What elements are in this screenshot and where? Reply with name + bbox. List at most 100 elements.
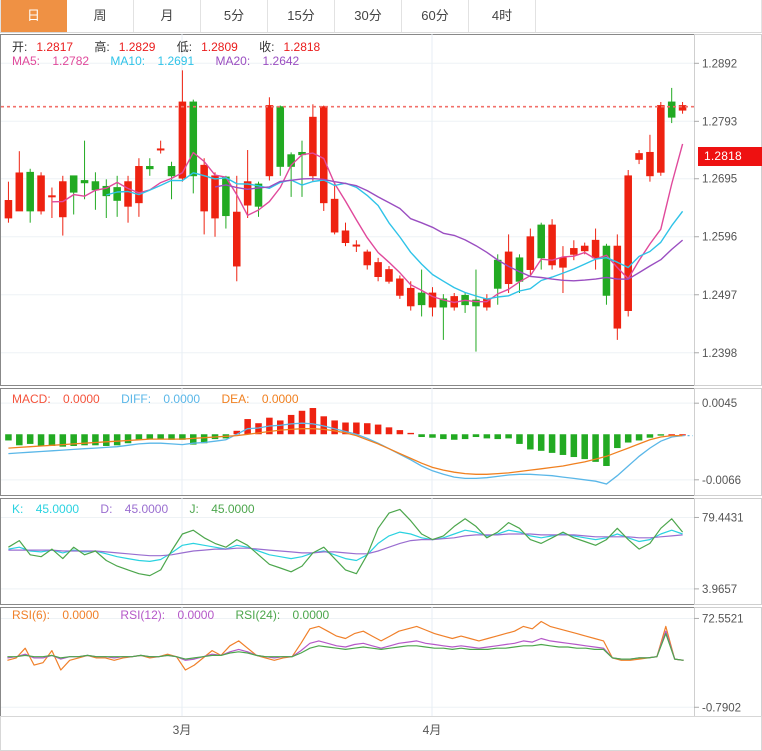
macd-histogram-bar [353,422,360,435]
candle-body [26,171,34,212]
candle-body [396,278,404,296]
price-axis-label: 1.2892 [702,58,737,70]
kdj-axis-label: 79.4431 [702,512,744,524]
candle-body [341,230,350,244]
macd-axis-label: -0.0066 [702,475,741,487]
price-axis-label: 1.2793 [702,116,737,128]
kdj-d-line [8,533,683,557]
macd-histogram-bar [298,410,306,435]
tab-60min[interactable]: 60分 [402,0,469,32]
candle-body [363,251,372,266]
macd-histogram-bar [157,434,164,440]
macd-histogram-bar [494,434,501,440]
candle-body [515,257,524,282]
candle-body [319,106,328,204]
tab-month[interactable]: 月 [134,0,201,32]
macd-histogram-bar [418,434,425,438]
chart-canvas[interactable]: 1.2892 1.2793 1.2695 1.2596 1.2497 1.2398 0.00… [0,33,762,751]
rsi-rsi6-line [7,620,684,671]
macd-histogram-bar [472,434,480,438]
macd-axis-label: 0.0045 [702,398,737,410]
chart-frame[interactable]: 1.2892 1.2793 1.2695 1.2596 1.2497 1.2398 0.00… [0,33,762,751]
candle-body [493,259,502,289]
last-price-tag: 1.2818 [698,147,762,166]
ma5-line [51,143,684,304]
tab-day[interactable]: 日 [0,0,67,32]
macd-histogram-bar [624,434,632,443]
macd-histogram-bar [26,434,34,444]
candle-body [624,175,632,311]
candle-body [265,105,274,177]
macd-histogram-bar [48,434,56,446]
candle-body [559,257,567,268]
candle-body [580,245,589,252]
macd-histogram-bar [113,434,121,446]
candle-body [309,116,317,177]
macd-histogram-bar [146,434,154,440]
tab-5min[interactable]: 5分 [201,0,268,32]
candle-body [591,239,600,259]
candle-body [667,101,676,118]
macd-histogram-bar [5,434,12,441]
candle-body [189,101,198,177]
macd-histogram-bar [537,434,545,451]
price-axis-label: 1.2497 [702,290,737,302]
kdj-axis-label: 3.9657 [702,584,737,596]
timeframe-tabbar: 日 周 月 5分 15分 30分 60分 4时 [0,0,762,33]
macd-histogram-bar [81,434,88,446]
kdj-panel-border [0,498,695,605]
macd-histogram-bar [277,420,284,435]
macd-histogram-bar [396,430,404,435]
price-axis-label: 1.2695 [702,174,737,186]
macd-histogram-bar [331,420,338,435]
candle-body [37,175,45,212]
tab-30min[interactable]: 30分 [335,0,402,32]
candle-body [167,166,176,177]
price-axis-label: 1.2398 [702,348,737,360]
macd-dea-line [8,428,683,475]
candle-body [352,244,361,247]
macd-histogram-bar [559,434,567,455]
macd-histogram-bar [646,434,654,438]
macd-histogram-bar [461,434,469,440]
candle-body [178,101,187,179]
candle-body [602,245,611,296]
macd-histogram-bar [429,434,436,438]
candle-body [330,198,339,233]
candle-body [4,200,13,219]
candle-body [406,287,415,307]
candle-body [222,176,230,217]
candle-body [646,151,654,177]
macd-histogram-bar [483,434,491,439]
candle-body [472,299,480,307]
macd-histogram-bar [603,434,610,467]
macd-histogram-bar [570,434,578,458]
xaxis-label: 3月 [173,723,192,737]
tab-4hour[interactable]: 4时 [469,0,536,32]
candle-body [385,269,393,282]
candle-body [537,224,545,259]
macd-histogram-bar [657,434,665,436]
kdj-axis-column [694,498,762,605]
macd-histogram-bar [124,434,132,444]
macd-histogram-bar [385,427,393,435]
candle-body [374,262,382,277]
tab-15min[interactable]: 15分 [268,0,335,32]
candle-body [48,195,56,198]
candle-body [243,181,252,206]
macd-histogram-bar [135,434,143,440]
candle-body [657,105,665,173]
ma20-line [214,177,684,282]
xaxis-band [0,716,762,751]
tab-week[interactable]: 周 [67,0,134,32]
macd-histogram-bar [37,434,45,446]
ma10-line [106,172,684,300]
macd-histogram-bar [505,434,512,439]
candle-body [135,166,143,204]
kdj-j-line [8,508,684,577]
candle-body [146,166,154,170]
macd-histogram-bar [668,434,675,436]
candle-body [59,181,67,218]
macd-axis-column [694,388,762,496]
